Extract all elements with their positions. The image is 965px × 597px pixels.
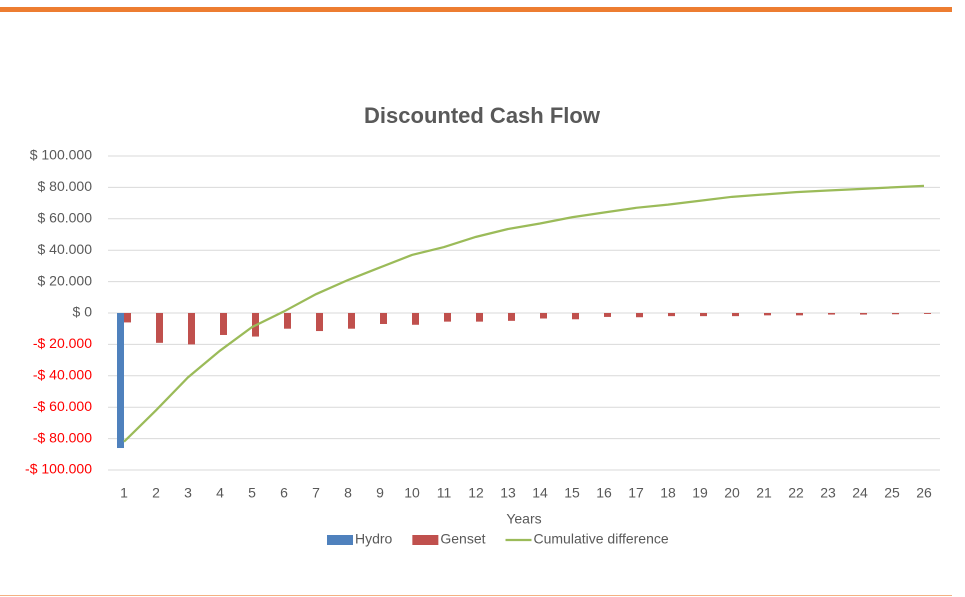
x-tick-label: 18 bbox=[660, 485, 676, 501]
y-tick-label: -$ 80.000 bbox=[33, 429, 92, 445]
x-tick-label: 6 bbox=[280, 485, 288, 501]
bar bbox=[604, 313, 611, 317]
legend-label: Cumulative difference bbox=[534, 531, 669, 547]
bar bbox=[700, 313, 707, 317]
x-tick-label: 20 bbox=[724, 485, 740, 501]
bar bbox=[156, 313, 163, 343]
x-tick-label: 13 bbox=[500, 485, 516, 501]
y-tick-label: -$ 60.000 bbox=[33, 398, 92, 414]
bar bbox=[572, 313, 579, 320]
bar bbox=[316, 313, 323, 332]
bar bbox=[188, 313, 195, 345]
x-tick-label: 22 bbox=[788, 485, 804, 501]
x-tick-label: 15 bbox=[564, 485, 580, 501]
y-tick-label: $ 20.000 bbox=[38, 272, 93, 288]
bar bbox=[444, 313, 451, 322]
bar bbox=[117, 313, 124, 449]
x-tick-label: 19 bbox=[692, 485, 708, 501]
y-tick-label: -$ 100.000 bbox=[25, 461, 92, 477]
x-tick-label: 17 bbox=[628, 485, 644, 501]
bar bbox=[636, 313, 643, 318]
bar bbox=[732, 313, 739, 317]
bar bbox=[380, 313, 387, 324]
x-tick-label: 3 bbox=[184, 485, 192, 501]
y-tick-label: -$ 20.000 bbox=[33, 335, 92, 351]
x-tick-label: 21 bbox=[756, 485, 772, 501]
x-tick-label: 14 bbox=[532, 485, 548, 501]
legend-label: Genset bbox=[440, 531, 485, 547]
x-tick-label: 1 bbox=[120, 485, 128, 501]
x-tick-label: 24 bbox=[852, 485, 868, 501]
bar bbox=[220, 313, 227, 335]
y-tick-label: $ 80.000 bbox=[38, 178, 93, 194]
x-axis-label: Years bbox=[506, 511, 541, 527]
bar bbox=[668, 313, 675, 317]
bar bbox=[796, 313, 803, 316]
bar bbox=[892, 313, 899, 315]
bar bbox=[828, 313, 835, 315]
bar bbox=[860, 313, 867, 315]
x-tick-label: 12 bbox=[468, 485, 484, 501]
bar bbox=[284, 313, 291, 329]
chart-title: Discounted Cash Flow bbox=[364, 103, 601, 128]
y-tick-label: $ 0 bbox=[73, 304, 93, 320]
bar bbox=[412, 313, 419, 325]
bar bbox=[348, 313, 355, 329]
x-tick-label: 4 bbox=[216, 485, 224, 501]
x-tick-label: 8 bbox=[344, 485, 352, 501]
x-tick-label: 26 bbox=[916, 485, 932, 501]
bar bbox=[124, 313, 131, 323]
top-rule bbox=[0, 7, 952, 12]
x-tick-label: 16 bbox=[596, 485, 612, 501]
x-tick-label: 10 bbox=[404, 485, 420, 501]
y-tick-label: $ 40.000 bbox=[38, 241, 93, 257]
x-tick-label: 25 bbox=[884, 485, 900, 501]
legend-label: Hydro bbox=[355, 531, 393, 547]
legend-swatch bbox=[412, 535, 439, 545]
x-tick-label: 7 bbox=[312, 485, 320, 501]
bar bbox=[540, 313, 547, 319]
y-tick-label: $ 100.000 bbox=[30, 147, 92, 163]
x-tick-label: 5 bbox=[248, 485, 256, 501]
bar bbox=[476, 313, 483, 322]
y-tick-label: -$ 40.000 bbox=[33, 367, 92, 383]
bar bbox=[764, 313, 771, 316]
legend-swatch bbox=[327, 535, 353, 545]
x-tick-label: 23 bbox=[820, 485, 836, 501]
bar bbox=[924, 313, 931, 314]
x-tick-label: 9 bbox=[376, 485, 384, 501]
x-tick-label: 2 bbox=[152, 485, 160, 501]
y-tick-label: $ 60.000 bbox=[38, 210, 93, 226]
bottom-rule bbox=[0, 595, 952, 596]
bar bbox=[508, 313, 515, 321]
x-tick-label: 11 bbox=[437, 485, 452, 501]
line bbox=[123, 184, 925, 443]
